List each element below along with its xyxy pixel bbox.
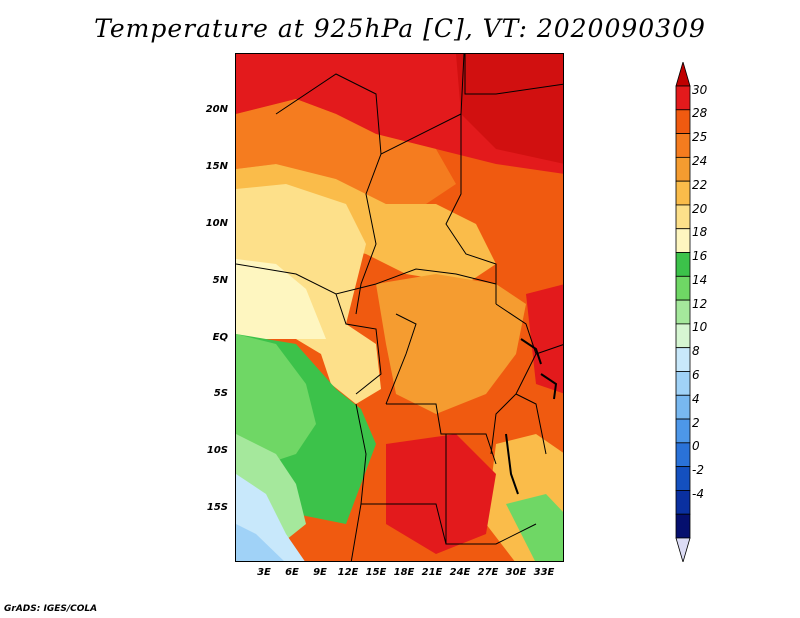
map-title: Temperature at 925hPa [C], VT: 202009030… [94, 14, 706, 43]
temperature-zone-ocean-cold [236, 524, 284, 561]
colorbar-swatch [675, 204, 691, 230]
lon-label-9e: 9E [313, 567, 327, 578]
temperature-zone-southeast-green [506, 494, 563, 561]
lat-label-5n: 5N [212, 275, 228, 286]
lat-label-20n: 20N [205, 104, 228, 115]
colorbar-tick-label: 14 [692, 272, 708, 287]
lon-label-18e: 18E [393, 567, 415, 578]
colorbar-tick-label: 24 [692, 153, 708, 168]
temperature-zone-south-hot [386, 434, 496, 554]
colorbar-tick-label: 0 [692, 439, 700, 454]
colorbar-tick-label: 16 [692, 249, 708, 264]
colorbar-tick-label: 4 [692, 391, 700, 406]
lon-label-33e: 33E [533, 567, 555, 578]
colorbar-tick-label: 10 [692, 320, 708, 335]
colorbar-tick-label: 18 [692, 225, 708, 240]
country-borders [236, 54, 563, 561]
lake-outlines [505, 338, 558, 495]
temperature-zone-congo-basin [376, 274, 526, 414]
colorbar-swatch [675, 109, 691, 134]
lat-label-15n: 15N [205, 161, 228, 172]
colorbar-tick-label: 30 [692, 82, 708, 97]
lat-label-eq: EQ [212, 332, 228, 343]
colorbar-tick-label: -4 [692, 486, 704, 501]
colorbar-tick-label: 25 [692, 130, 708, 145]
lat-label-10n: 10N [205, 218, 228, 229]
lon-label-21e: 21E [421, 567, 443, 578]
lon-label-12e: 12E [337, 567, 359, 578]
colorbar-bottom-triangle [675, 537, 691, 562]
colorbar-swatch [675, 490, 691, 515]
colorbar-swatch [675, 442, 691, 468]
colorbar-swatch [675, 513, 691, 539]
colorbar-swatch [675, 418, 691, 444]
temperature-zone-atlantic-green [236, 334, 316, 464]
colorbar-tick-label: 22 [692, 177, 708, 192]
temperature-zone-east-hot [526, 284, 563, 394]
lat-label-10s: 10S [206, 445, 228, 456]
colorbar-tick-label: 20 [692, 201, 708, 216]
colorbar-tick-label: -2 [692, 463, 704, 478]
colorbar-swatch [675, 180, 691, 206]
lon-label-30e: 30E [505, 567, 527, 578]
lon-label-27e: 27E [477, 567, 499, 578]
lon-label-3e: 3E [257, 567, 271, 578]
colorbar-tick-label: 12 [692, 296, 708, 311]
colorbar-swatch [675, 133, 691, 158]
temperature-map [236, 54, 563, 561]
temperature-zone-sahara-hot [456, 54, 563, 164]
colorbar-swatch [675, 299, 691, 325]
colorbar-tick-label: 2 [692, 415, 700, 430]
colorbar-swatch [675, 347, 691, 372]
lon-label-15e: 15E [365, 567, 387, 578]
colorbar-swatch [675, 85, 691, 111]
colorbar-top-triangle [675, 62, 691, 87]
colorbar-tick-label: 6 [692, 368, 700, 383]
lon-label-6e: 6E [285, 567, 299, 578]
colorbar-swatch [675, 156, 691, 182]
colorbar-swatch [675, 371, 691, 396]
colorbar-tick-label: 8 [692, 344, 700, 359]
temperature-zone-coast [236, 184, 381, 404]
lat-label-5s: 5S [213, 388, 228, 399]
temperature-zone-gulf [236, 259, 326, 339]
colorbar-tick-label: 28 [692, 106, 708, 121]
footer-credit: GrADS: IGES/COLA [4, 604, 98, 614]
colorbar-swatch [675, 323, 691, 349]
colorbar-swatch [675, 394, 691, 420]
colorbar-swatch [675, 252, 691, 277]
colorbar-swatch [675, 275, 691, 301]
temperature-zone-sahel [236, 99, 456, 204]
lat-label-15s: 15S [206, 502, 228, 513]
lon-label-24e: 24E [449, 567, 471, 578]
map-panel [235, 53, 564, 562]
colorbar-swatch [675, 466, 691, 491]
colorbar-swatch [675, 228, 691, 253]
colorbar [675, 62, 691, 562]
